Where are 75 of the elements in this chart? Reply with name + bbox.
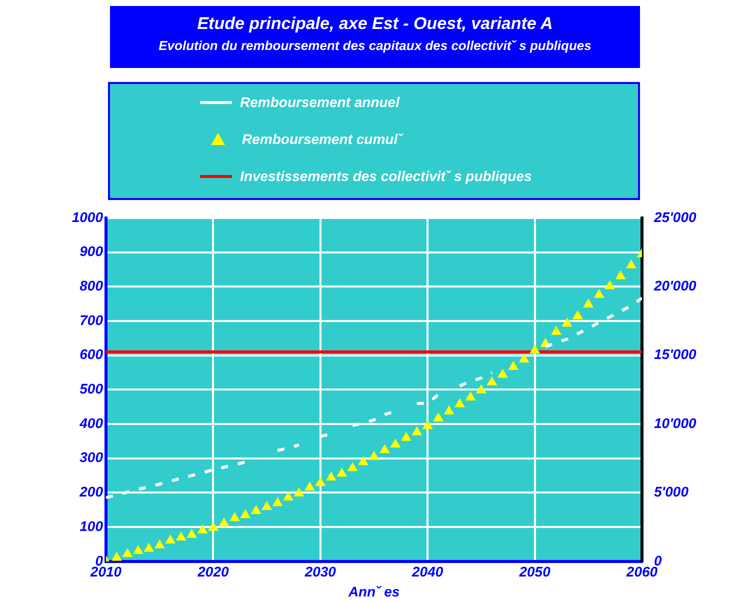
point — [530, 344, 540, 354]
point — [400, 432, 412, 441]
y2-tick-label: 20'000 — [653, 278, 696, 294]
x-tick-label: 2020 — [196, 564, 229, 580]
point — [454, 398, 465, 408]
point — [422, 420, 433, 429]
x-axis-title: Annˇ es — [347, 583, 400, 600]
y-tick-label: 200 — [78, 484, 104, 500]
point — [122, 548, 133, 557]
y-tick-label: 700 — [80, 312, 104, 328]
y-tick-label: 600 — [80, 346, 104, 362]
point — [604, 280, 616, 290]
y-tick-label: 300 — [80, 449, 104, 466]
x-tick-label: 2040 — [411, 564, 444, 580]
point — [132, 544, 144, 554]
point — [229, 512, 240, 522]
point — [444, 405, 454, 414]
point — [347, 462, 358, 472]
y-tick-label: 100 — [80, 518, 104, 534]
point — [294, 487, 304, 496]
point — [112, 552, 122, 561]
chart-title: Etude principale, axe Est - Ouest, variante A — [196, 14, 554, 34]
point — [626, 259, 636, 268]
point — [572, 310, 583, 320]
point — [518, 353, 530, 362]
point — [336, 468, 348, 477]
point — [551, 326, 562, 335]
y2-tick-label: 0 — [654, 552, 662, 568]
point — [283, 492, 294, 501]
y-tick-label: 400 — [78, 414, 104, 431]
y-tick-label: 500 — [80, 380, 104, 397]
point — [154, 539, 165, 548]
point — [615, 270, 626, 280]
point — [250, 504, 262, 514]
y-tick-label: 800 — [80, 278, 104, 294]
y2-tick-label: 10'000 — [654, 414, 696, 431]
point — [476, 384, 486, 394]
point — [497, 368, 508, 378]
y2-tick-label: 15'000 — [654, 346, 696, 362]
y-tick-label: 900 — [80, 243, 104, 260]
legend-label: Remboursement cumulˇ — [242, 131, 402, 147]
point — [272, 497, 283, 506]
y2-tick-label: 25'000 — [653, 208, 696, 225]
point — [433, 412, 444, 422]
point — [368, 450, 380, 460]
y-tick-label: 0 — [95, 552, 104, 568]
point — [326, 471, 336, 480]
point — [218, 517, 230, 526]
point — [390, 438, 401, 448]
point — [304, 482, 315, 490]
legend-label: Investissements des collectivitˇ s publiques — [240, 168, 532, 184]
y-tick-label: 1000 — [72, 208, 104, 225]
point — [165, 534, 176, 544]
point — [197, 524, 208, 534]
x-tick-label: 2030 — [304, 564, 336, 580]
y2-tick-label: 5'000 — [654, 484, 689, 500]
point — [144, 542, 154, 552]
point — [208, 522, 218, 531]
point — [562, 318, 572, 327]
point — [583, 298, 594, 308]
point — [315, 476, 326, 486]
point — [508, 360, 519, 370]
point — [412, 426, 422, 436]
point — [176, 532, 186, 540]
point — [594, 288, 604, 298]
point — [486, 376, 498, 386]
point — [240, 509, 251, 518]
point — [358, 456, 368, 466]
point — [380, 444, 390, 454]
point — [262, 500, 272, 510]
x-tick-label: 2050 — [518, 564, 551, 580]
legend-label: Remboursement annuel — [240, 94, 400, 110]
point — [186, 528, 197, 538]
point — [465, 392, 476, 401]
chart-subtitle: Evolution du remboursement des capitaux des collectivitˇ s publiques — [158, 38, 592, 53]
